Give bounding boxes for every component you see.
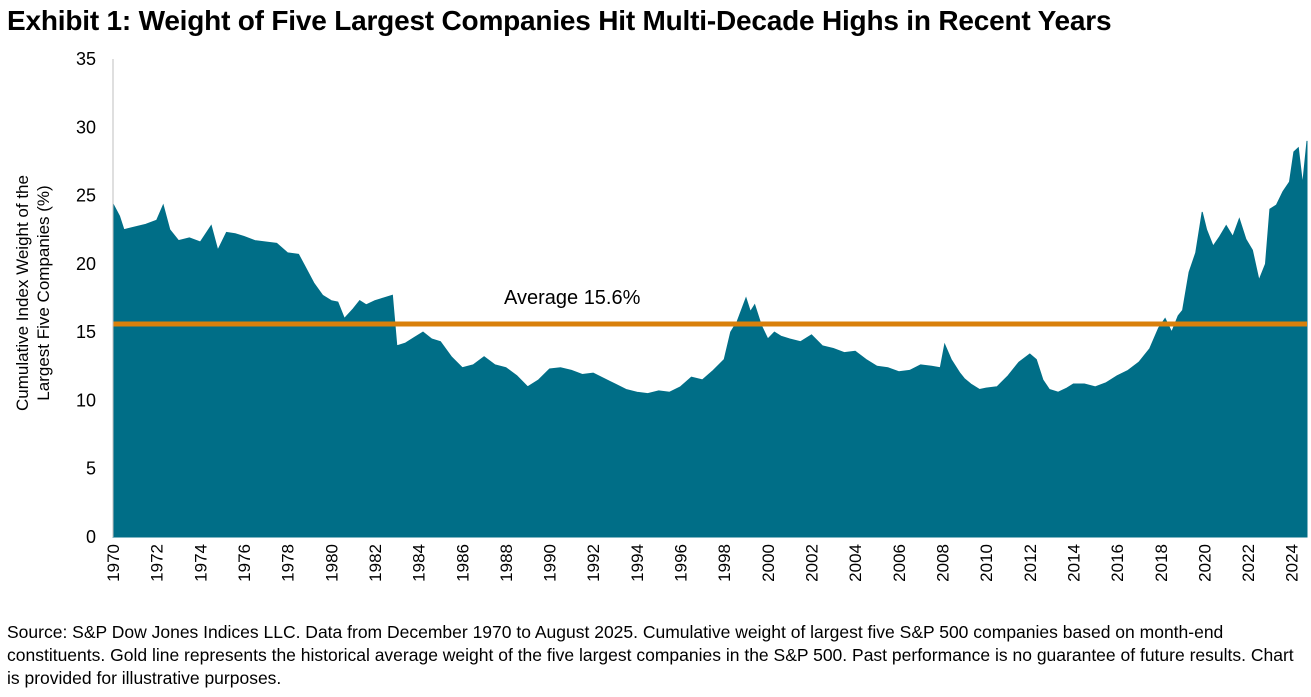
x-tick-labels: 1970 1972 1974 1976 1978 1980 1982 1984 1986 1988…: [104, 544, 1302, 582]
x-tick-label: 1986: [453, 544, 472, 582]
x-tick-label: 2006: [890, 544, 909, 582]
x-tick-label: 1992: [584, 544, 603, 582]
y-tick-label: 20: [76, 254, 96, 274]
y-tick-label: 10: [76, 390, 96, 410]
x-tick-label: 2008: [934, 544, 953, 582]
x-tick-label: 2012: [1021, 544, 1040, 582]
x-tick-label: 1994: [628, 544, 647, 582]
x-tick-label: 2018: [1152, 544, 1171, 582]
x-tick-label: 2004: [846, 544, 865, 582]
x-tick-label: 1988: [497, 544, 516, 582]
x-tick-label: 1974: [191, 544, 210, 582]
y-axis-label-line-1: Cumulative Index Weight of the: [13, 175, 32, 411]
y-axis-label-line-2: Largest Five Companies (%): [34, 185, 53, 400]
y-tick-label: 35: [76, 49, 96, 69]
area-series: [112, 140, 1308, 538]
y-tick-labels: 0 5 10 15 20 25 30 35: [76, 49, 96, 547]
source-note: Source: S&P Dow Jones Indices LLC. Data …: [7, 622, 1294, 688]
x-tick-label: 2022: [1239, 544, 1258, 582]
x-tick-label: 1978: [279, 544, 298, 582]
x-tick-label: 1970: [104, 544, 123, 582]
x-tick-label: 1998: [715, 544, 734, 582]
x-tick-label: 2020: [1195, 544, 1214, 582]
y-tick-label: 15: [76, 322, 96, 342]
x-tick-label: 1996: [672, 544, 691, 582]
chart-title: Exhibit 1: Weight of Five Largest Compan…: [7, 5, 1112, 36]
x-tick-label: 2014: [1064, 544, 1083, 582]
average-label: Average 15.6%: [504, 287, 641, 309]
x-tick-label: 1990: [541, 544, 560, 582]
y-tick-label: 5: [86, 459, 96, 479]
x-tick-label: 1984: [410, 544, 429, 582]
x-tick-label: 2010: [977, 544, 996, 582]
area-layer: [112, 140, 1308, 538]
x-tick-label: 2000: [759, 544, 778, 582]
x-tick-label: 1976: [235, 544, 254, 582]
y-tick-label: 25: [76, 186, 96, 206]
x-tick-label: 2024: [1283, 544, 1302, 582]
x-tick-label: 1982: [366, 544, 385, 582]
x-tick-label: 1972: [148, 544, 167, 582]
y-tick-label: 30: [76, 117, 96, 137]
y-tick-label: 0: [86, 527, 96, 547]
x-tick-label: 2016: [1108, 544, 1127, 582]
x-tick-label: 2002: [803, 544, 822, 582]
x-tick-label: 1980: [322, 544, 341, 582]
